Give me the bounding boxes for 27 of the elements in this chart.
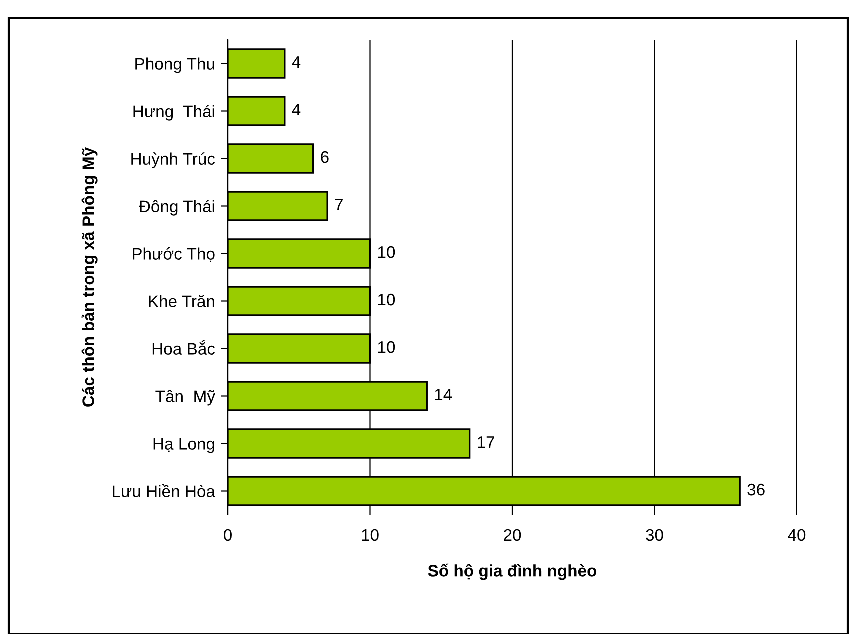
y-tick-label: Huỳnh Trúc [132,152,216,168]
data-label: 4 [292,104,301,116]
data-label: 4 [292,56,301,68]
data-label: 10 [378,246,396,258]
y-tick-label: Khe Trăn [149,295,214,308]
y-tick-label: Đông Thái [139,200,214,216]
y-tick-label: Phong Thu [136,58,214,74]
x-tick-label: 0 [224,529,232,542]
x-tick-label: 30 [646,529,664,542]
y-tick-label: Tân Mỹ [156,390,216,406]
data-label: 10 [378,341,396,354]
data-label: 14 [435,389,452,401]
data-label: 7 [335,199,343,211]
data-label: 10 [378,294,396,306]
y-axis-title: Các thôn bản trong xã Phông Mỹ [82,147,98,407]
y-tick-label: Hạ Long [154,438,214,454]
x-tick-label: 10 [362,529,379,542]
y-tick-label: Phước Thọ [133,248,215,262]
data-label: 17 [478,436,494,448]
data-label: 36 [748,484,765,496]
y-tick-label: Hưng Thái [134,105,214,121]
x-axis-title: Số hộ gia đình nghèo [428,564,597,580]
y-tick-label: Hoa Bắc [152,340,216,355]
x-tick-label: 20 [504,529,522,542]
data-label: 6 [321,151,329,164]
x-tick-label: 40 [788,529,806,542]
y-tick-label: Lưu Hiền Hòa [113,484,216,498]
